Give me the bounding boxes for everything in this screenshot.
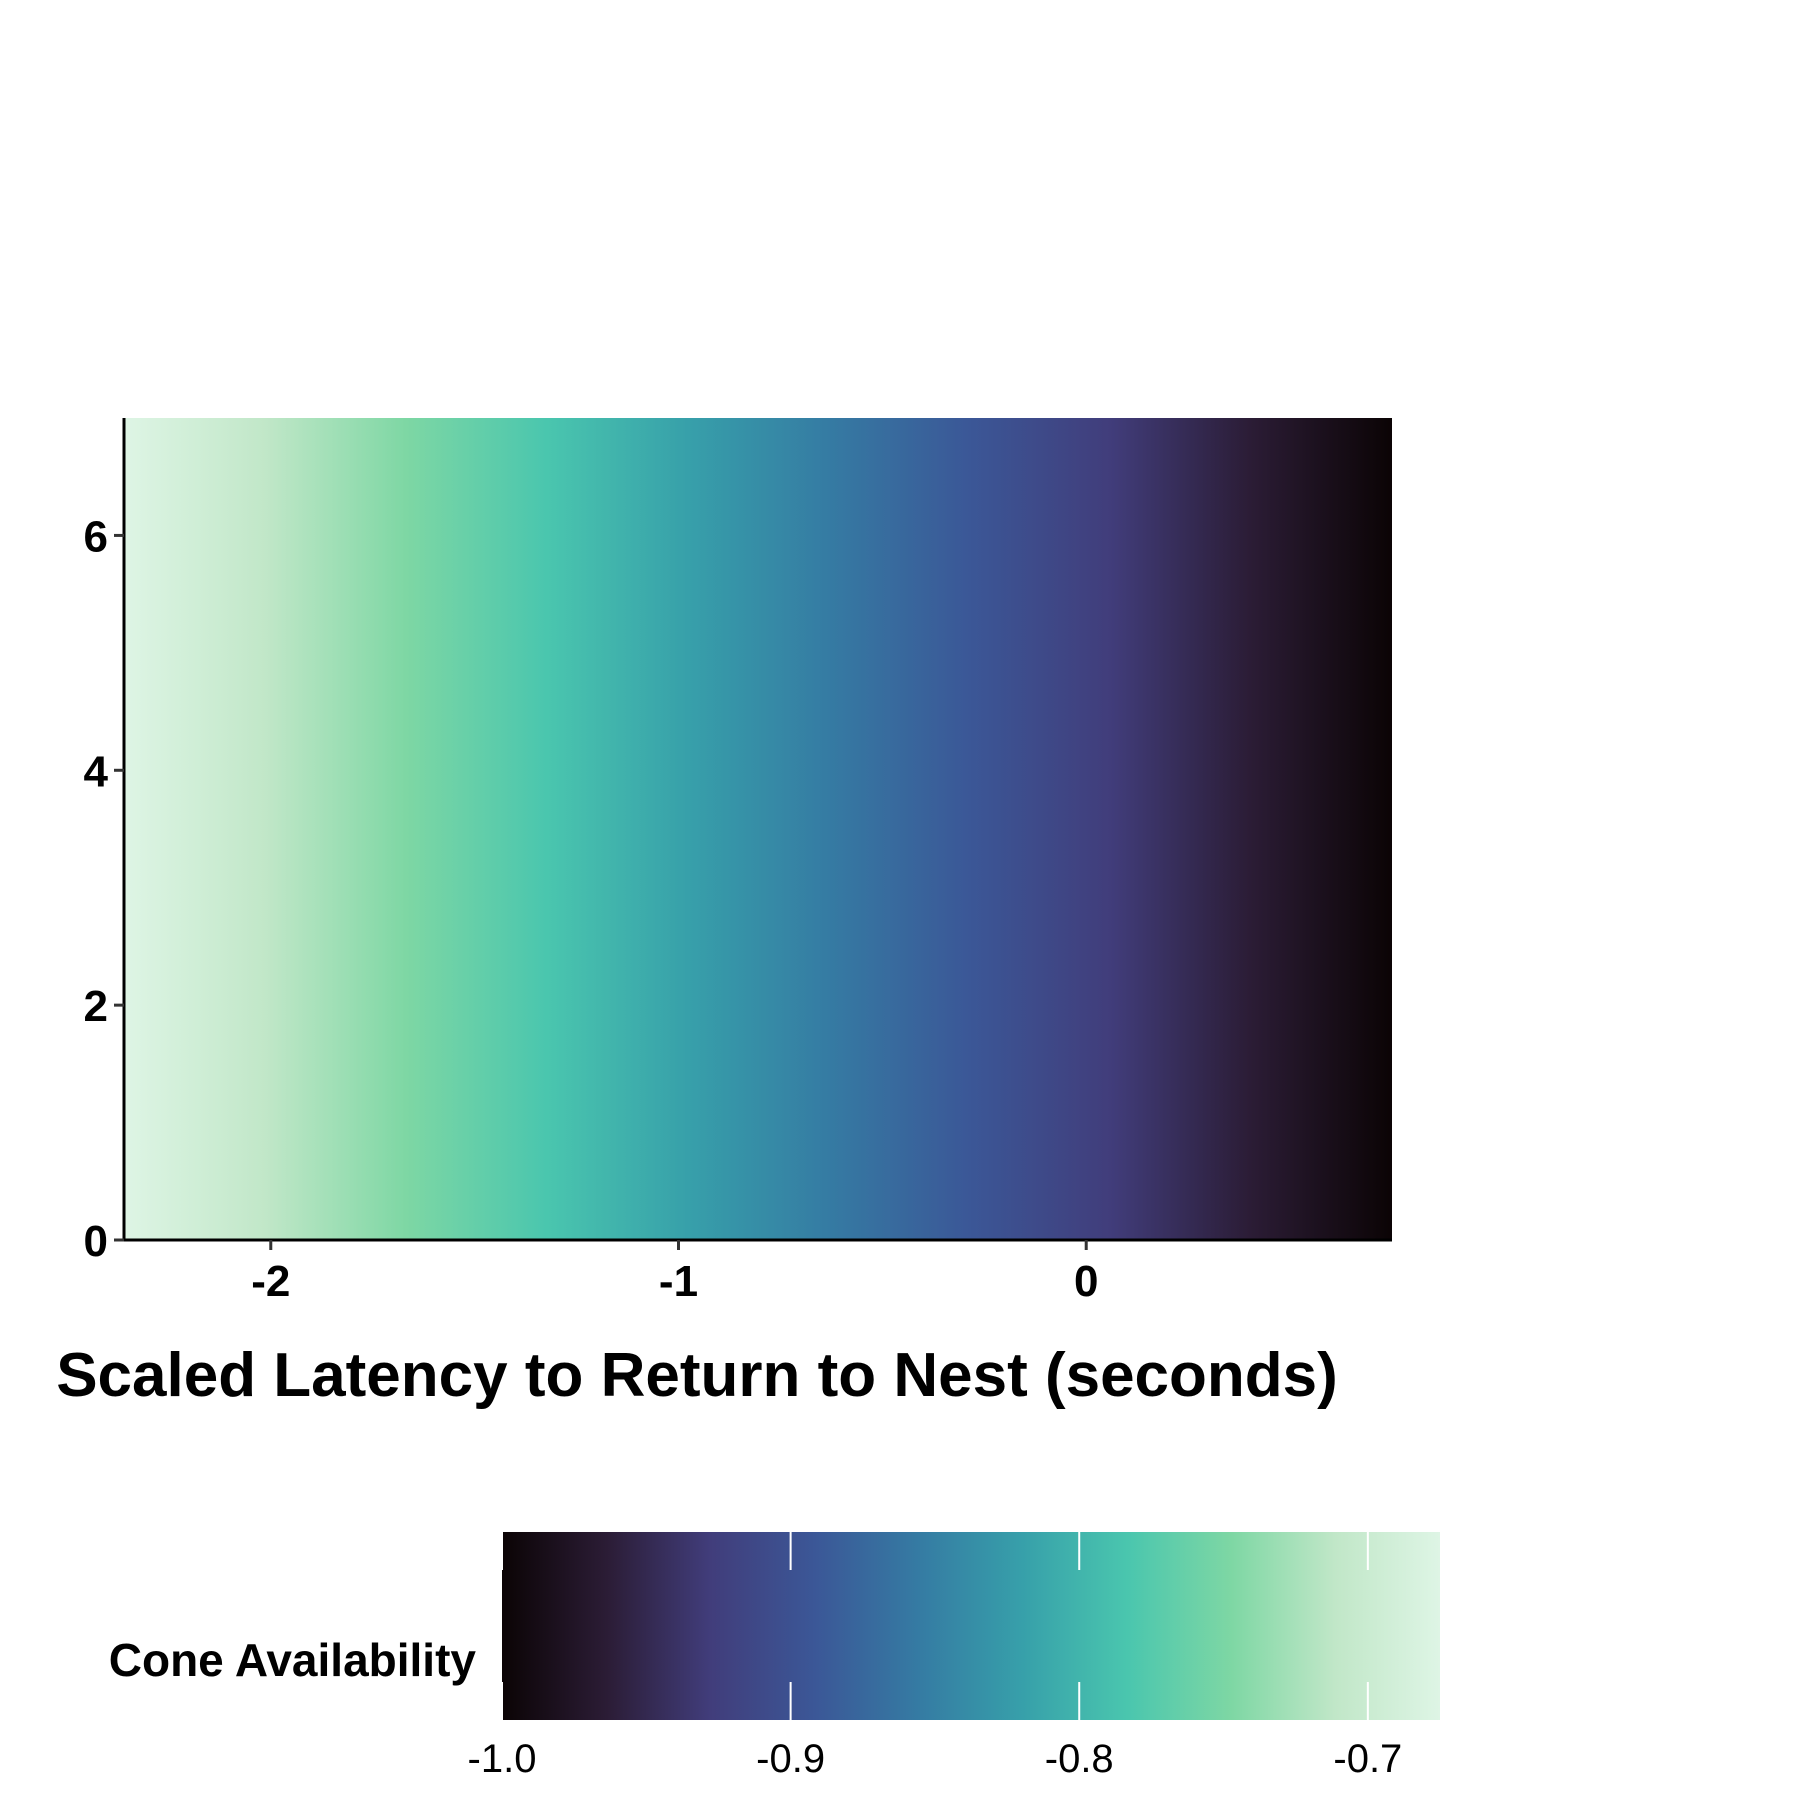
y-tick-label: 6: [84, 512, 108, 561]
x-tick-label: 0: [1074, 1257, 1098, 1306]
y-tick-label: 0: [84, 1217, 108, 1266]
x-axis-title: Scaled Latency to Return to Nest (second…: [56, 1341, 1338, 1410]
x-tick-label: -2: [251, 1257, 290, 1306]
legend: -1.0 -0.9 -0.8 -0.7: [468, 1532, 1440, 1781]
plot-panel: [124, 418, 1392, 1240]
x-tick-label: -1: [659, 1257, 698, 1306]
axes: -2 -1 0 0 2 4 6: [84, 418, 1392, 1306]
legend-colorbar: [502, 1532, 1440, 1720]
legend-tick-label: -0.7: [1333, 1737, 1402, 1781]
y-tick-label: 4: [84, 747, 109, 796]
legend-tick-label: -1.0: [468, 1737, 537, 1781]
legend-tick-label: -0.9: [756, 1737, 825, 1781]
y-tick-label: 2: [84, 982, 108, 1031]
legend-title: Cone Availability: [109, 1634, 477, 1686]
legend-tick-label: -0.8: [1045, 1737, 1114, 1781]
heatmap-fill: [124, 418, 1392, 1240]
